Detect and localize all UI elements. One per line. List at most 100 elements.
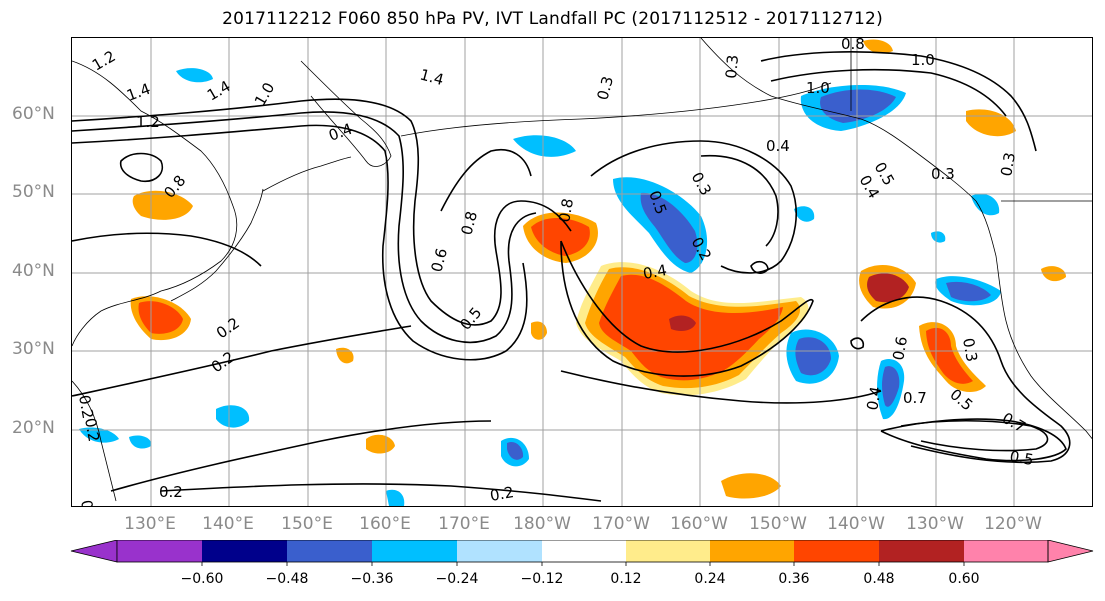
colorbar-tick-marks [201,562,965,566]
lon-label-170e: 170°E [438,514,490,534]
contour-label: 0.3 [722,54,742,79]
lon-label-130w: 130°W [906,514,964,534]
colorbar-bin-7 [626,540,710,562]
contour-jet-2 [72,111,537,344]
negative-anomaly-east-1-blue [795,337,831,376]
map-panel: 1.2 1.4 1.4 1.0 1.2 0.8 0.4 1.4 0.3 0.8 … [71,37,1093,507]
contour-south-2 [72,325,412,397]
lon-label-170w: 170°W [592,514,650,534]
colorbar-tick-label: 0.60 [948,571,980,587]
colorbar-bin-1 [117,540,202,562]
positive-anomaly-dateline-red [531,217,590,256]
colorbar-tick-label: 0.24 [694,571,726,587]
coast-china [72,380,117,502]
colorbar-bin-2 [202,540,287,562]
contour-label: 0.6 [427,246,451,274]
positive-anomaly-japan-red [138,301,183,334]
lat-label-60n: 60°N [12,104,55,124]
contour-label: 0.8 [841,38,865,53]
contour-label: 0.4 [863,385,885,412]
lon-label-150w: 150°W [749,514,807,534]
positive-anomaly-small-1 [366,434,395,454]
contour-south-1 [110,420,492,492]
contour-alaska-2 [770,68,1007,117]
negative-anomaly-alaska-blue [820,89,896,123]
contour-label: 0.2 [159,483,183,501]
coast-aleutians [400,82,832,137]
contour-east-2 [880,418,1067,462]
positive-anomaly-small-4 [863,39,893,54]
contour-jet-3 [72,124,528,361]
coast-alaska [700,38,977,202]
contour-label: 0.6 [889,335,911,362]
colorbar-tick-label: −0.48 [265,571,309,587]
negative-anomaly-small-e [79,427,119,443]
figure-title: 2017112212 F060 850 hPa PV, IVT Landfall… [222,9,883,29]
contour-west-1 [72,232,262,267]
contour-label: 0.4 [326,120,355,145]
pv-shading [79,39,1066,506]
colorbar-tick-label: −0.12 [520,571,564,587]
contour-alaska-1 [760,51,1037,152]
negative-anomaly-small-f [129,435,152,449]
lat-label-30n: 30°N [12,339,55,359]
contour-label: 0.7 [903,389,927,407]
contour-south-3 [160,483,602,502]
contour-ne-2 [700,154,779,247]
colorbar-bin-3 [287,540,372,562]
negative-anomaly-small-b-blue [507,441,524,460]
lat-label-20n: 20°N [12,418,55,438]
colorbar-bin-11 [964,540,1048,562]
coast-kurils [262,156,352,192]
lon-label-140w: 140°W [827,514,885,534]
colorbar-tick-label: 0.12 [610,571,642,587]
coastlines [72,38,1092,502]
lon-label-130e: 130°E [124,514,176,534]
negative-anomaly-small-c [216,405,250,428]
contour-east-1 [860,296,1071,464]
contour-west-2 [119,152,163,183]
contour-small-closed-2 [850,337,865,350]
contour-label: 0.2 [81,417,103,444]
negative-anomaly-east-2-blue [882,366,900,407]
negative-anomaly-small-g [794,206,815,222]
positive-anomaly-east-dark [867,273,909,303]
colorbar [70,540,1094,566]
contour-label: 1.4 [418,65,446,89]
positive-anomaly-small-3 [531,321,547,340]
contour-label: 1.0 [911,51,935,69]
contour-jet-1 [72,98,572,326]
map-svg: 1.2 1.4 1.4 1.0 1.2 0.8 0.4 1.4 0.3 0.8 … [72,38,1092,507]
colorbar-bin-5 [457,540,542,562]
colorbar-extend-high [1047,540,1094,563]
contour-label: 0.3 [931,165,955,183]
contour-label: 0.5 [1008,447,1035,469]
colorbar-bin-6 [542,540,626,562]
contour-label: 0.1 [77,499,99,507]
lon-label-160e: 160°E [359,514,411,534]
lon-label-150e: 150°E [281,514,333,534]
colorbar-tick-label: −0.60 [180,571,224,587]
lon-label-140e: 140°E [202,514,254,534]
contour-label: 0.4 [642,261,669,283]
positive-anomaly-small-6 [1041,266,1066,282]
colorbar-tick-label: 0.36 [778,571,810,587]
colorbar-bin-10 [879,540,964,562]
contour-tropics [560,370,882,404]
contour-east-3 [900,419,1049,452]
positive-anomaly-small-5 [966,109,1016,137]
lon-label-180w: 180°W [513,514,571,534]
contour-big-loop [560,240,814,377]
colorbar-tick-label: −0.24 [435,571,479,587]
contour-label: 1.0 [806,79,830,97]
contour-label: 0.3 [593,74,617,102]
negative-anomaly-north-central-blue [640,192,698,263]
contour-label: 0.2 [213,314,243,342]
contour-label: 0.8 [457,209,481,237]
positive-anomaly-small-7 [336,347,354,364]
negative-anomaly-small-j [386,489,405,506]
graticule [72,38,1092,506]
colorbar-bin-9 [794,540,879,562]
negative-anomaly-small-a [513,135,576,157]
contour-label: 0.2 [489,483,516,505]
